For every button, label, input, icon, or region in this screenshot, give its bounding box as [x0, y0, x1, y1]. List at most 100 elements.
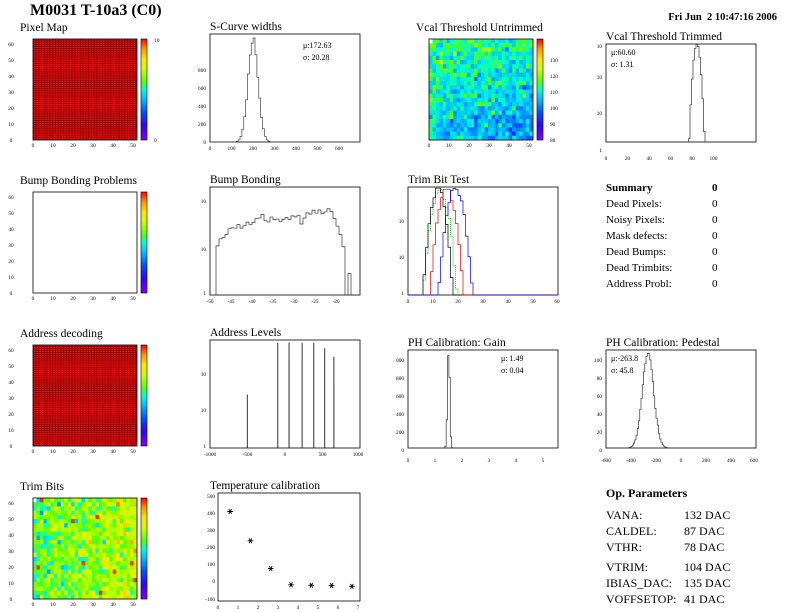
- svg-text:300: 300: [271, 146, 279, 152]
- svg-text:-25: -25: [311, 299, 318, 305]
- svg-text:600: 600: [335, 146, 343, 152]
- svg-text:0: 0: [209, 146, 212, 152]
- svg-text:PH Calibration: Gain: PH Calibration: Gain: [408, 337, 506, 349]
- svg-text:90: 90: [550, 122, 556, 128]
- svg-text:78 DAC: 78 DAC: [684, 540, 724, 554]
- svg-text:400: 400: [292, 146, 300, 152]
- svg-text:-40: -40: [248, 299, 255, 305]
- svg-text:μ:60.60: μ:60.60: [611, 48, 636, 57]
- svg-text:3: 3: [277, 605, 280, 611]
- svg-text:-50: -50: [206, 299, 213, 305]
- svg-text:S-Curve widths: S-Curve widths: [210, 21, 282, 33]
- svg-text:Address decoding: Address decoding: [20, 328, 103, 340]
- svg-text:20: 20: [8, 106, 14, 112]
- svg-text:-200: -200: [651, 458, 661, 464]
- svg-text:-600: -600: [601, 458, 611, 464]
- svg-text:Pixel Map: Pixel Map: [20, 22, 68, 34]
- svg-text:200: 200: [207, 545, 215, 551]
- svg-text:0: 0: [154, 138, 157, 144]
- svg-text:30: 30: [90, 296, 96, 302]
- svg-text:400: 400: [198, 104, 206, 110]
- svg-text:30: 30: [90, 449, 96, 455]
- svg-text:20: 20: [8, 565, 14, 571]
- svg-text:1: 1: [599, 148, 602, 154]
- svg-text:600: 600: [750, 458, 758, 464]
- svg-text:60: 60: [668, 156, 674, 162]
- svg-text:30: 30: [90, 602, 96, 608]
- svg-text:0: 0: [203, 140, 206, 146]
- svg-text:10: 10: [201, 372, 207, 378]
- svg-text:60: 60: [8, 348, 14, 354]
- svg-text:500: 500: [207, 494, 215, 500]
- svg-text:-1000: -1000: [204, 452, 217, 458]
- svg-text:0: 0: [605, 156, 608, 162]
- svg-text:40: 40: [110, 143, 116, 149]
- svg-text:10: 10: [8, 122, 14, 128]
- svg-text:400: 400: [727, 458, 735, 464]
- svg-text:Noisy Pixels:: Noisy Pixels:: [606, 214, 665, 226]
- svg-text:10: 10: [446, 143, 452, 149]
- svg-text:104 DAC: 104 DAC: [684, 560, 730, 574]
- svg-text:100: 100: [594, 358, 602, 364]
- svg-text:10: 10: [597, 44, 603, 50]
- svg-text:0: 0: [407, 458, 410, 464]
- svg-text:600: 600: [198, 86, 206, 92]
- svg-text:10: 10: [201, 199, 207, 205]
- svg-text:0: 0: [407, 299, 410, 305]
- svg-text:50: 50: [8, 58, 14, 64]
- svg-text:-30: -30: [290, 299, 297, 305]
- svg-text:20: 20: [8, 412, 14, 418]
- svg-text:50: 50: [130, 143, 136, 149]
- svg-text:41 DAC: 41 DAC: [684, 592, 724, 606]
- svg-text:PH Calibration: Pedestal: PH Calibration: Pedestal: [606, 337, 720, 349]
- svg-text:Temperature calibration: Temperature calibration: [210, 480, 320, 492]
- svg-text:80: 80: [550, 138, 556, 144]
- svg-text:-20: -20: [332, 299, 339, 305]
- svg-text:1: 1: [203, 291, 206, 297]
- svg-text:10: 10: [399, 219, 405, 225]
- svg-text:30: 30: [8, 396, 14, 402]
- svg-text:4: 4: [515, 458, 518, 464]
- svg-text:30: 30: [8, 243, 14, 249]
- svg-text:20: 20: [70, 143, 76, 149]
- svg-text:30: 30: [8, 549, 14, 555]
- svg-text:600: 600: [396, 394, 404, 400]
- svg-text:40: 40: [8, 227, 14, 233]
- svg-text:40: 40: [8, 74, 14, 80]
- svg-text:200: 200: [396, 430, 404, 436]
- svg-text:40: 40: [110, 602, 116, 608]
- svg-text:50: 50: [530, 299, 536, 305]
- svg-text:0: 0: [10, 444, 13, 450]
- svg-text:Mask defects:: Mask defects:: [606, 230, 667, 242]
- svg-text:1: 1: [203, 444, 206, 450]
- svg-text:10: 10: [154, 38, 160, 44]
- svg-text:10: 10: [597, 111, 603, 117]
- svg-text:Bump Bonding: Bump Bonding: [210, 174, 281, 186]
- svg-text:50: 50: [130, 602, 136, 608]
- svg-text:-45: -45: [227, 299, 234, 305]
- svg-text:50: 50: [8, 364, 14, 370]
- svg-text:Summary: Summary: [606, 182, 653, 194]
- svg-text:-100: -100: [205, 597, 215, 603]
- svg-text:Op. Parameters: Op. Parameters: [606, 486, 688, 500]
- svg-text:100: 100: [207, 562, 215, 568]
- svg-text:Trim Bit Test: Trim Bit Test: [408, 174, 470, 186]
- svg-text:0: 0: [712, 182, 718, 194]
- svg-text:500: 500: [319, 452, 327, 458]
- svg-text:80: 80: [689, 156, 695, 162]
- svg-text:1: 1: [434, 458, 437, 464]
- svg-text:50: 50: [130, 296, 136, 302]
- svg-text:VOFFSETOP:: VOFFSETOP:: [606, 592, 676, 606]
- svg-text:20: 20: [625, 156, 631, 162]
- svg-text:50: 50: [8, 517, 14, 523]
- svg-text:30: 30: [486, 143, 492, 149]
- svg-text:μ:172.63: μ:172.63: [303, 41, 332, 50]
- svg-text:1: 1: [237, 605, 240, 611]
- svg-text:10: 10: [430, 299, 436, 305]
- svg-text:μ:-263.8: μ:-263.8: [611, 354, 638, 363]
- svg-text:0: 0: [212, 579, 215, 585]
- svg-text:40: 40: [8, 533, 14, 539]
- svg-text:0: 0: [32, 449, 35, 455]
- svg-text:0: 0: [10, 138, 13, 144]
- svg-text:VTHR:: VTHR:: [606, 540, 642, 554]
